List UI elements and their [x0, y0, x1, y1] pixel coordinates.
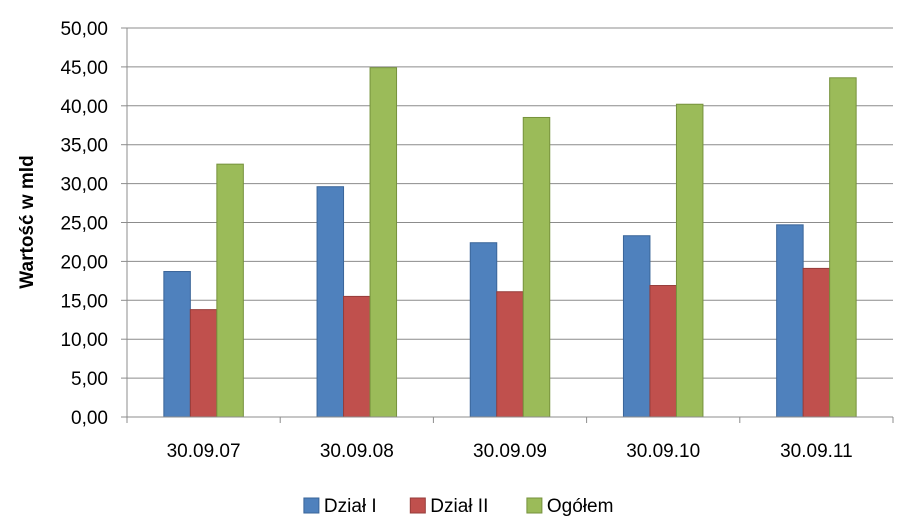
axes — [126, 28, 894, 423]
y-tick-label: 35,00 — [60, 136, 108, 157]
legend-label: Ogółem — [547, 496, 614, 517]
y-tick-label: 10,00 — [60, 330, 108, 351]
y-tick-label: 50,00 — [60, 19, 108, 40]
legend-item-1: Dział II — [409, 496, 488, 517]
x-tick-labels: 30.09.07 30.09.08 30.09.09 30.09.10 30.09.11 — [167, 441, 853, 462]
bar-dzia-ii-1 — [343, 295, 371, 418]
legend-item-2: Ogółem — [526, 496, 614, 517]
legend-label: Dział II — [430, 496, 488, 517]
y-tick-label: 15,00 — [60, 291, 108, 312]
legend-item-0: Dział I — [303, 496, 377, 517]
bar-og-em-1 — [369, 67, 398, 418]
y-tick-label: 5,00 — [71, 369, 108, 390]
bar-dzia-i-0 — [163, 271, 191, 418]
bar-dzia-i-4 — [776, 224, 804, 418]
bar-dzia-ii-4 — [802, 267, 831, 418]
bar-dzia-i-1 — [316, 186, 345, 418]
x-tick-label: 30.09.09 — [473, 441, 547, 462]
legend-swatch — [409, 497, 426, 514]
bar-dzia-ii-3 — [649, 285, 677, 418]
legend-swatch — [303, 497, 320, 514]
y-tick-label: 20,00 — [60, 252, 108, 273]
legend-swatch — [526, 497, 543, 514]
bar-og-em-0 — [216, 163, 244, 418]
bar-og-em-2 — [522, 116, 551, 418]
x-tick-label: 30.09.10 — [626, 441, 700, 462]
bar-og-em-3 — [675, 103, 704, 418]
bar-dzia-ii-2 — [496, 291, 524, 418]
x-tick-label: 30.09.07 — [167, 441, 241, 462]
y-tick-labels: 0,00 5,00 10,00 15,00 20,00 25,00 30,00 35,00 40… — [60, 19, 108, 429]
y-axis-title: Wartość w mld — [17, 155, 38, 288]
y-tick-label: 30,00 — [60, 175, 108, 196]
bars — [163, 67, 857, 418]
y-tick-label: 25,00 — [60, 214, 108, 235]
y-tick-label: 45,00 — [60, 58, 108, 79]
bar-dzia-i-2 — [469, 242, 498, 418]
x-tick-label: 30.09.11 — [780, 441, 853, 462]
y-tick-label: 0,00 — [71, 408, 108, 429]
x-tick-label: 30.09.08 — [320, 441, 394, 462]
bar-dzia-i-3 — [622, 235, 651, 418]
bar-dzia-ii-0 — [189, 309, 218, 418]
y-tick-label: 40,00 — [60, 97, 108, 118]
bar-og-em-4 — [829, 77, 857, 418]
legend-label: Dział I — [324, 496, 377, 517]
legend: Dział I Dział II Ogółem — [303, 496, 614, 517]
